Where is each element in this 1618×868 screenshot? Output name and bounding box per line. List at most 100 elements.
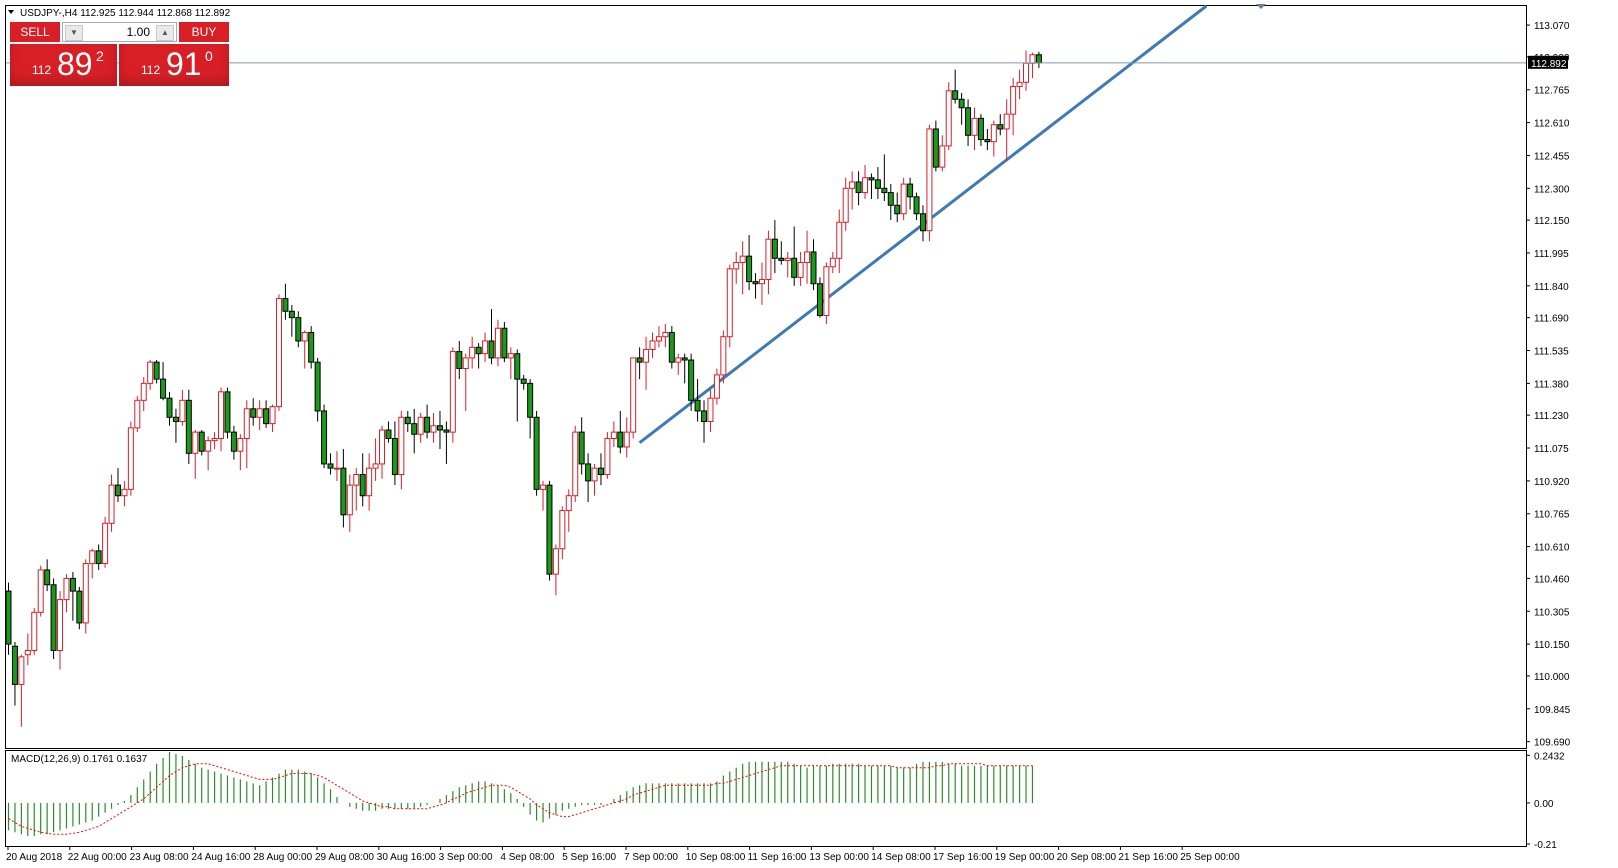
candle bbox=[301, 330, 308, 369]
one-click-trading-panel: SELL ▼ 1.00 ▲ BUY 112 89 2 112 91 0 bbox=[10, 22, 229, 86]
candle-body bbox=[862, 177, 869, 194]
candle-body bbox=[494, 327, 501, 359]
candle bbox=[784, 251, 791, 278]
candle-body bbox=[24, 649, 31, 656]
candle bbox=[31, 608, 38, 655]
candle bbox=[11, 642, 18, 706]
candle-body bbox=[359, 474, 366, 497]
candle bbox=[675, 353, 682, 375]
candle-body bbox=[462, 357, 469, 370]
candle-body bbox=[907, 183, 914, 198]
candle-body bbox=[565, 495, 572, 512]
candle-body bbox=[301, 331, 308, 342]
candle-body bbox=[984, 139, 991, 143]
candle-body bbox=[913, 196, 920, 215]
candle-body bbox=[95, 550, 102, 565]
candle-body bbox=[739, 255, 746, 264]
candle bbox=[76, 586, 83, 630]
candle-body bbox=[172, 416, 179, 423]
candle bbox=[926, 124, 933, 242]
candle-body bbox=[179, 399, 186, 423]
candle bbox=[733, 251, 740, 284]
price-tick-label: 110.000 bbox=[1534, 672, 1570, 683]
candle-body bbox=[971, 117, 978, 136]
candle bbox=[218, 387, 225, 452]
candle-body bbox=[1029, 54, 1036, 64]
candle-body bbox=[836, 221, 843, 259]
candle-body bbox=[469, 346, 476, 359]
candle bbox=[404, 410, 411, 433]
candle-body bbox=[456, 351, 463, 370]
price-tick-label: 111.690 bbox=[1534, 314, 1569, 325]
buy-price[interactable]: 112 91 0 bbox=[119, 44, 229, 86]
candle-body bbox=[527, 382, 534, 418]
volume-increase-button[interactable]: ▲ bbox=[156, 25, 174, 41]
candle bbox=[269, 404, 276, 433]
candle-body bbox=[134, 399, 141, 429]
candle-body bbox=[340, 467, 347, 516]
candle-body bbox=[443, 429, 450, 433]
candle-body bbox=[44, 569, 51, 586]
price-tick-label: 113.070 bbox=[1534, 21, 1570, 32]
candle bbox=[919, 205, 926, 242]
candle bbox=[172, 408, 179, 443]
candle-body bbox=[965, 107, 972, 136]
candle-body bbox=[308, 331, 315, 363]
candle-body bbox=[250, 408, 257, 418]
price-tick-label: 110.765 bbox=[1534, 510, 1570, 521]
candle bbox=[572, 425, 579, 503]
time-tick-label: 23 Aug 08:00 bbox=[130, 852, 189, 863]
candle bbox=[121, 480, 128, 507]
time-tick-label: 29 Aug 08:00 bbox=[315, 852, 374, 863]
candle bbox=[89, 548, 96, 579]
candle-body bbox=[160, 378, 167, 399]
candle-body bbox=[694, 399, 701, 412]
time-tick-label: 10 Sep 08:00 bbox=[686, 852, 746, 863]
time-tick-label: 11 Sep 16:00 bbox=[748, 852, 807, 863]
candle bbox=[681, 353, 688, 384]
candle bbox=[308, 326, 315, 369]
candle bbox=[874, 167, 881, 199]
candle bbox=[346, 474, 353, 532]
volume-value[interactable]: 1.00 bbox=[126, 25, 150, 39]
candle-body bbox=[114, 484, 121, 497]
candle-body bbox=[1016, 81, 1023, 88]
sell-price-fraction: 2 bbox=[96, 48, 104, 64]
candle-body bbox=[391, 437, 398, 476]
candle-body bbox=[1035, 54, 1042, 64]
candle-body bbox=[823, 266, 830, 317]
current-price-label: 112.892 bbox=[1531, 59, 1567, 70]
candle bbox=[623, 417, 630, 458]
candle-body bbox=[874, 179, 881, 189]
candle bbox=[314, 357, 321, 422]
candle-body bbox=[224, 391, 231, 433]
candle-body bbox=[533, 416, 540, 490]
candle-body bbox=[720, 336, 727, 376]
candle bbox=[417, 413, 424, 443]
sell-button[interactable]: SELL bbox=[10, 22, 60, 42]
candle-body bbox=[881, 187, 888, 194]
candle bbox=[250, 398, 257, 426]
volume-field[interactable]: ▼ 1.00 ▲ bbox=[62, 22, 177, 42]
candle bbox=[263, 400, 270, 428]
candle-body bbox=[230, 431, 237, 452]
candle bbox=[24, 633, 31, 666]
candle bbox=[1010, 78, 1017, 136]
buy-button[interactable]: BUY bbox=[179, 22, 229, 42]
candle bbox=[752, 273, 759, 299]
candle bbox=[810, 239, 817, 291]
volume-decrease-button[interactable]: ▼ bbox=[65, 25, 83, 41]
candle bbox=[913, 192, 920, 221]
symbol-dropdown-icon[interactable] bbox=[8, 10, 14, 14]
candle bbox=[82, 559, 89, 634]
candle-body bbox=[559, 510, 566, 550]
sell-price[interactable]: 112 89 2 bbox=[10, 44, 117, 86]
candle-body bbox=[662, 331, 669, 338]
price-tick-label: 110.920 bbox=[1534, 477, 1570, 488]
price-tick-label: 112.765 bbox=[1534, 86, 1570, 97]
macd-tick-label: -0.21 bbox=[1534, 840, 1557, 851]
candle-body bbox=[269, 406, 276, 425]
candle-body bbox=[868, 177, 875, 181]
time-axis: 20 Aug 2018 22 Aug 00:00 23 Aug 08:00 24 Au… bbox=[6, 846, 1240, 863]
